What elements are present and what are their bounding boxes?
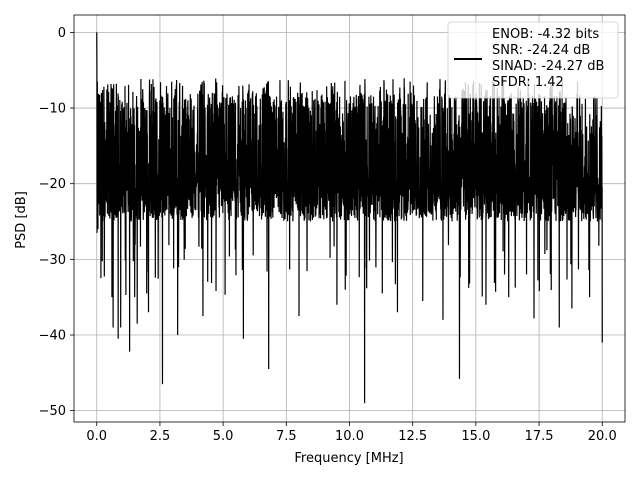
x-tick-label: 7.5 <box>276 429 297 444</box>
legend-entry-line: ENOB: -4.32 bits <box>492 27 599 42</box>
plot-frame <box>73 14 626 423</box>
x-tick-label: 10.0 <box>335 429 364 444</box>
y-tick-label: −50 <box>39 404 66 419</box>
x-tick-label: 12.5 <box>398 429 427 444</box>
y-tick-label: −10 <box>39 102 66 117</box>
legend-box <box>447 21 619 99</box>
y-tick-label: −20 <box>39 177 66 192</box>
x-tick-label: 17.5 <box>525 429 554 444</box>
y-tick-label: −30 <box>39 253 66 268</box>
y-axis-label: PSD [dB] <box>14 191 29 249</box>
x-tick-label: 0.0 <box>86 429 107 444</box>
x-tick-label: 5.0 <box>213 429 234 444</box>
x-tick-label: 20.0 <box>588 429 617 444</box>
y-tick-label: −40 <box>39 329 66 344</box>
x-tick-label: 2.5 <box>150 429 171 444</box>
axes: 0.0 2.5 5.0 7.5 10.0 12.5 15.0 17.5 20.0 0 −10 −20 −… <box>39 14 626 444</box>
legend-entry-line: SFDR: 1.42 <box>492 75 564 90</box>
x-axis-label: Frequency [MHz] <box>294 451 403 466</box>
legend-entry-line: SINAD: -24.27 dB <box>492 59 604 74</box>
legend-entry-line: SNR: -24.24 dB <box>492 43 590 58</box>
x-tick-label: 15.0 <box>461 429 490 444</box>
y-tick-label: 0 <box>58 26 66 41</box>
